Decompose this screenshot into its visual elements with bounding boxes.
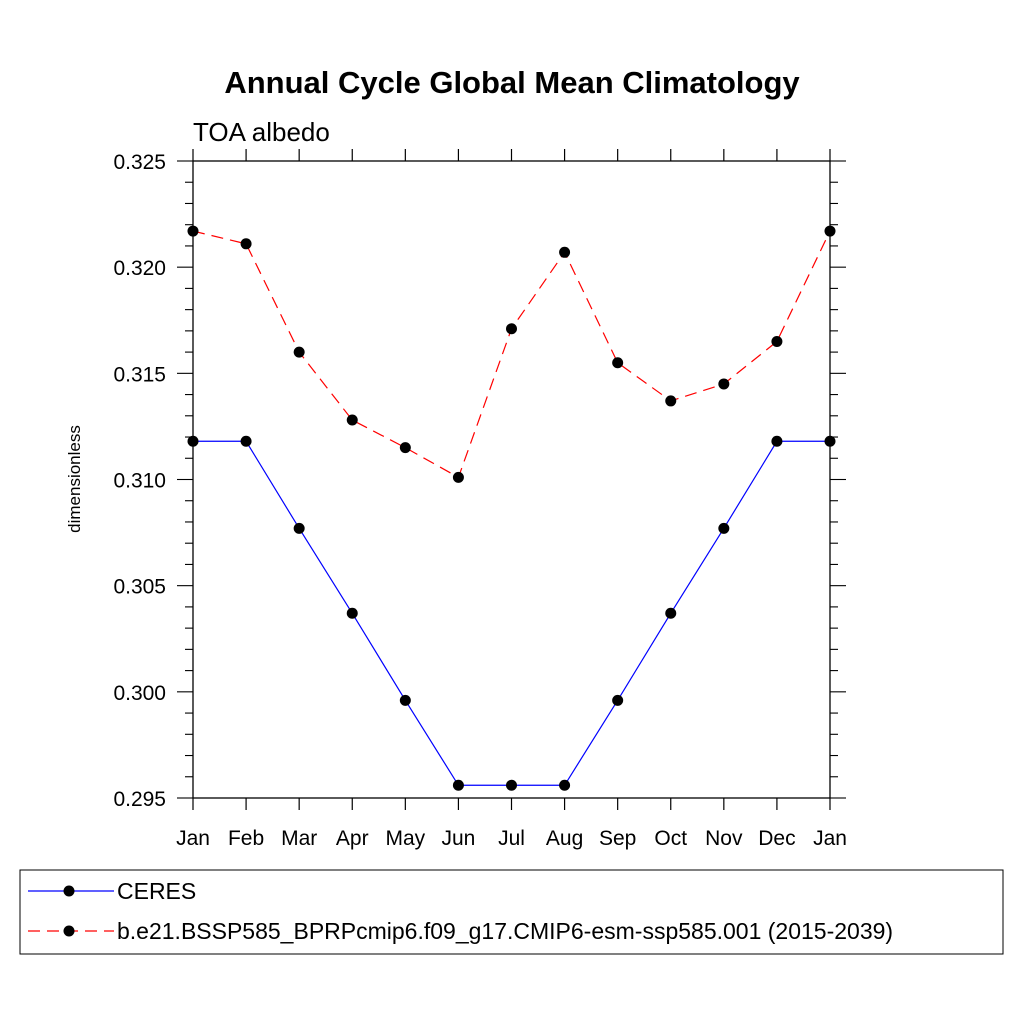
x-tick-label: Nov — [705, 827, 743, 850]
y-tick-labels: 0.295 0.300 0.305 0.310 0.315 0.320 0.325 — [113, 151, 166, 811]
legend-box — [19, 869, 1004, 955]
series-group — [187, 225, 836, 791]
data-point — [771, 435, 783, 447]
data-point — [506, 779, 517, 791]
data-point — [824, 435, 836, 447]
legend-marker-0 — [63, 885, 75, 897]
x-tick-labels: Jan Feb Mar Apr May Jun Jul Aug Sep Oct Nov Dec Jan — [176, 827, 847, 850]
data-point — [718, 378, 730, 390]
y-tick-label: 0.315 — [113, 363, 166, 386]
data-point — [346, 607, 358, 619]
data-point — [187, 225, 199, 237]
series-line-0 — [193, 440, 830, 786]
data-point — [399, 694, 411, 706]
plot-frame — [192, 160, 831, 799]
data-point — [665, 395, 677, 407]
legend: CERES b.e21.BSSP585_BPRPcmip6.f09_g17.CMI… — [28, 878, 893, 944]
x-tick-label: Dec — [758, 827, 795, 850]
data-point — [506, 323, 517, 335]
data-point — [718, 522, 730, 534]
legend-marker-1 — [63, 925, 75, 937]
data-point — [452, 471, 464, 483]
axis-ticks — [177, 149, 846, 810]
legend-label-1: b.e21.BSSP585_BPRPcmip6.f09_g17.CMIP6-es… — [117, 918, 893, 944]
chart-title: Annual Cycle Global Mean Climatology — [224, 65, 800, 100]
x-tick-label: Aug — [546, 827, 583, 850]
data-point — [293, 346, 305, 358]
x-tick-label: Apr — [336, 827, 369, 850]
data-point — [293, 522, 305, 534]
y-tick-label: 0.305 — [113, 576, 166, 599]
data-point — [240, 435, 252, 447]
data-point — [824, 225, 836, 237]
legend-label-0: CERES — [117, 878, 196, 904]
chart-subtitle: TOA albedo — [193, 117, 330, 147]
y-tick-label: 0.325 — [113, 151, 166, 174]
x-tick-label: May — [385, 827, 425, 850]
data-point — [559, 246, 571, 258]
series-line-1 — [192, 230, 831, 479]
data-point — [452, 779, 464, 791]
x-tick-label: Jan — [813, 827, 847, 850]
y-tick-label: 0.320 — [113, 257, 166, 280]
x-tick-label: Oct — [654, 827, 687, 850]
y-axis-label: dimensionless — [65, 425, 84, 533]
data-point — [612, 357, 624, 369]
x-tick-label: Feb — [228, 827, 264, 850]
data-point — [240, 238, 252, 250]
data-point — [187, 435, 199, 447]
data-point — [559, 779, 571, 791]
y-tick-label: 0.300 — [113, 682, 166, 705]
x-tick-label: Mar — [281, 827, 317, 850]
data-point — [612, 694, 624, 706]
data-point — [346, 414, 358, 426]
data-point — [665, 607, 677, 619]
data-point — [399, 442, 411, 454]
y-tick-label: 0.295 — [113, 788, 166, 811]
x-tick-label: Jul — [498, 827, 525, 850]
y-tick-label: 0.310 — [113, 470, 166, 493]
data-point — [771, 335, 783, 347]
x-tick-label: Jun — [441, 827, 475, 850]
x-tick-label: Jan — [176, 827, 210, 850]
x-tick-label: Sep — [599, 827, 636, 850]
